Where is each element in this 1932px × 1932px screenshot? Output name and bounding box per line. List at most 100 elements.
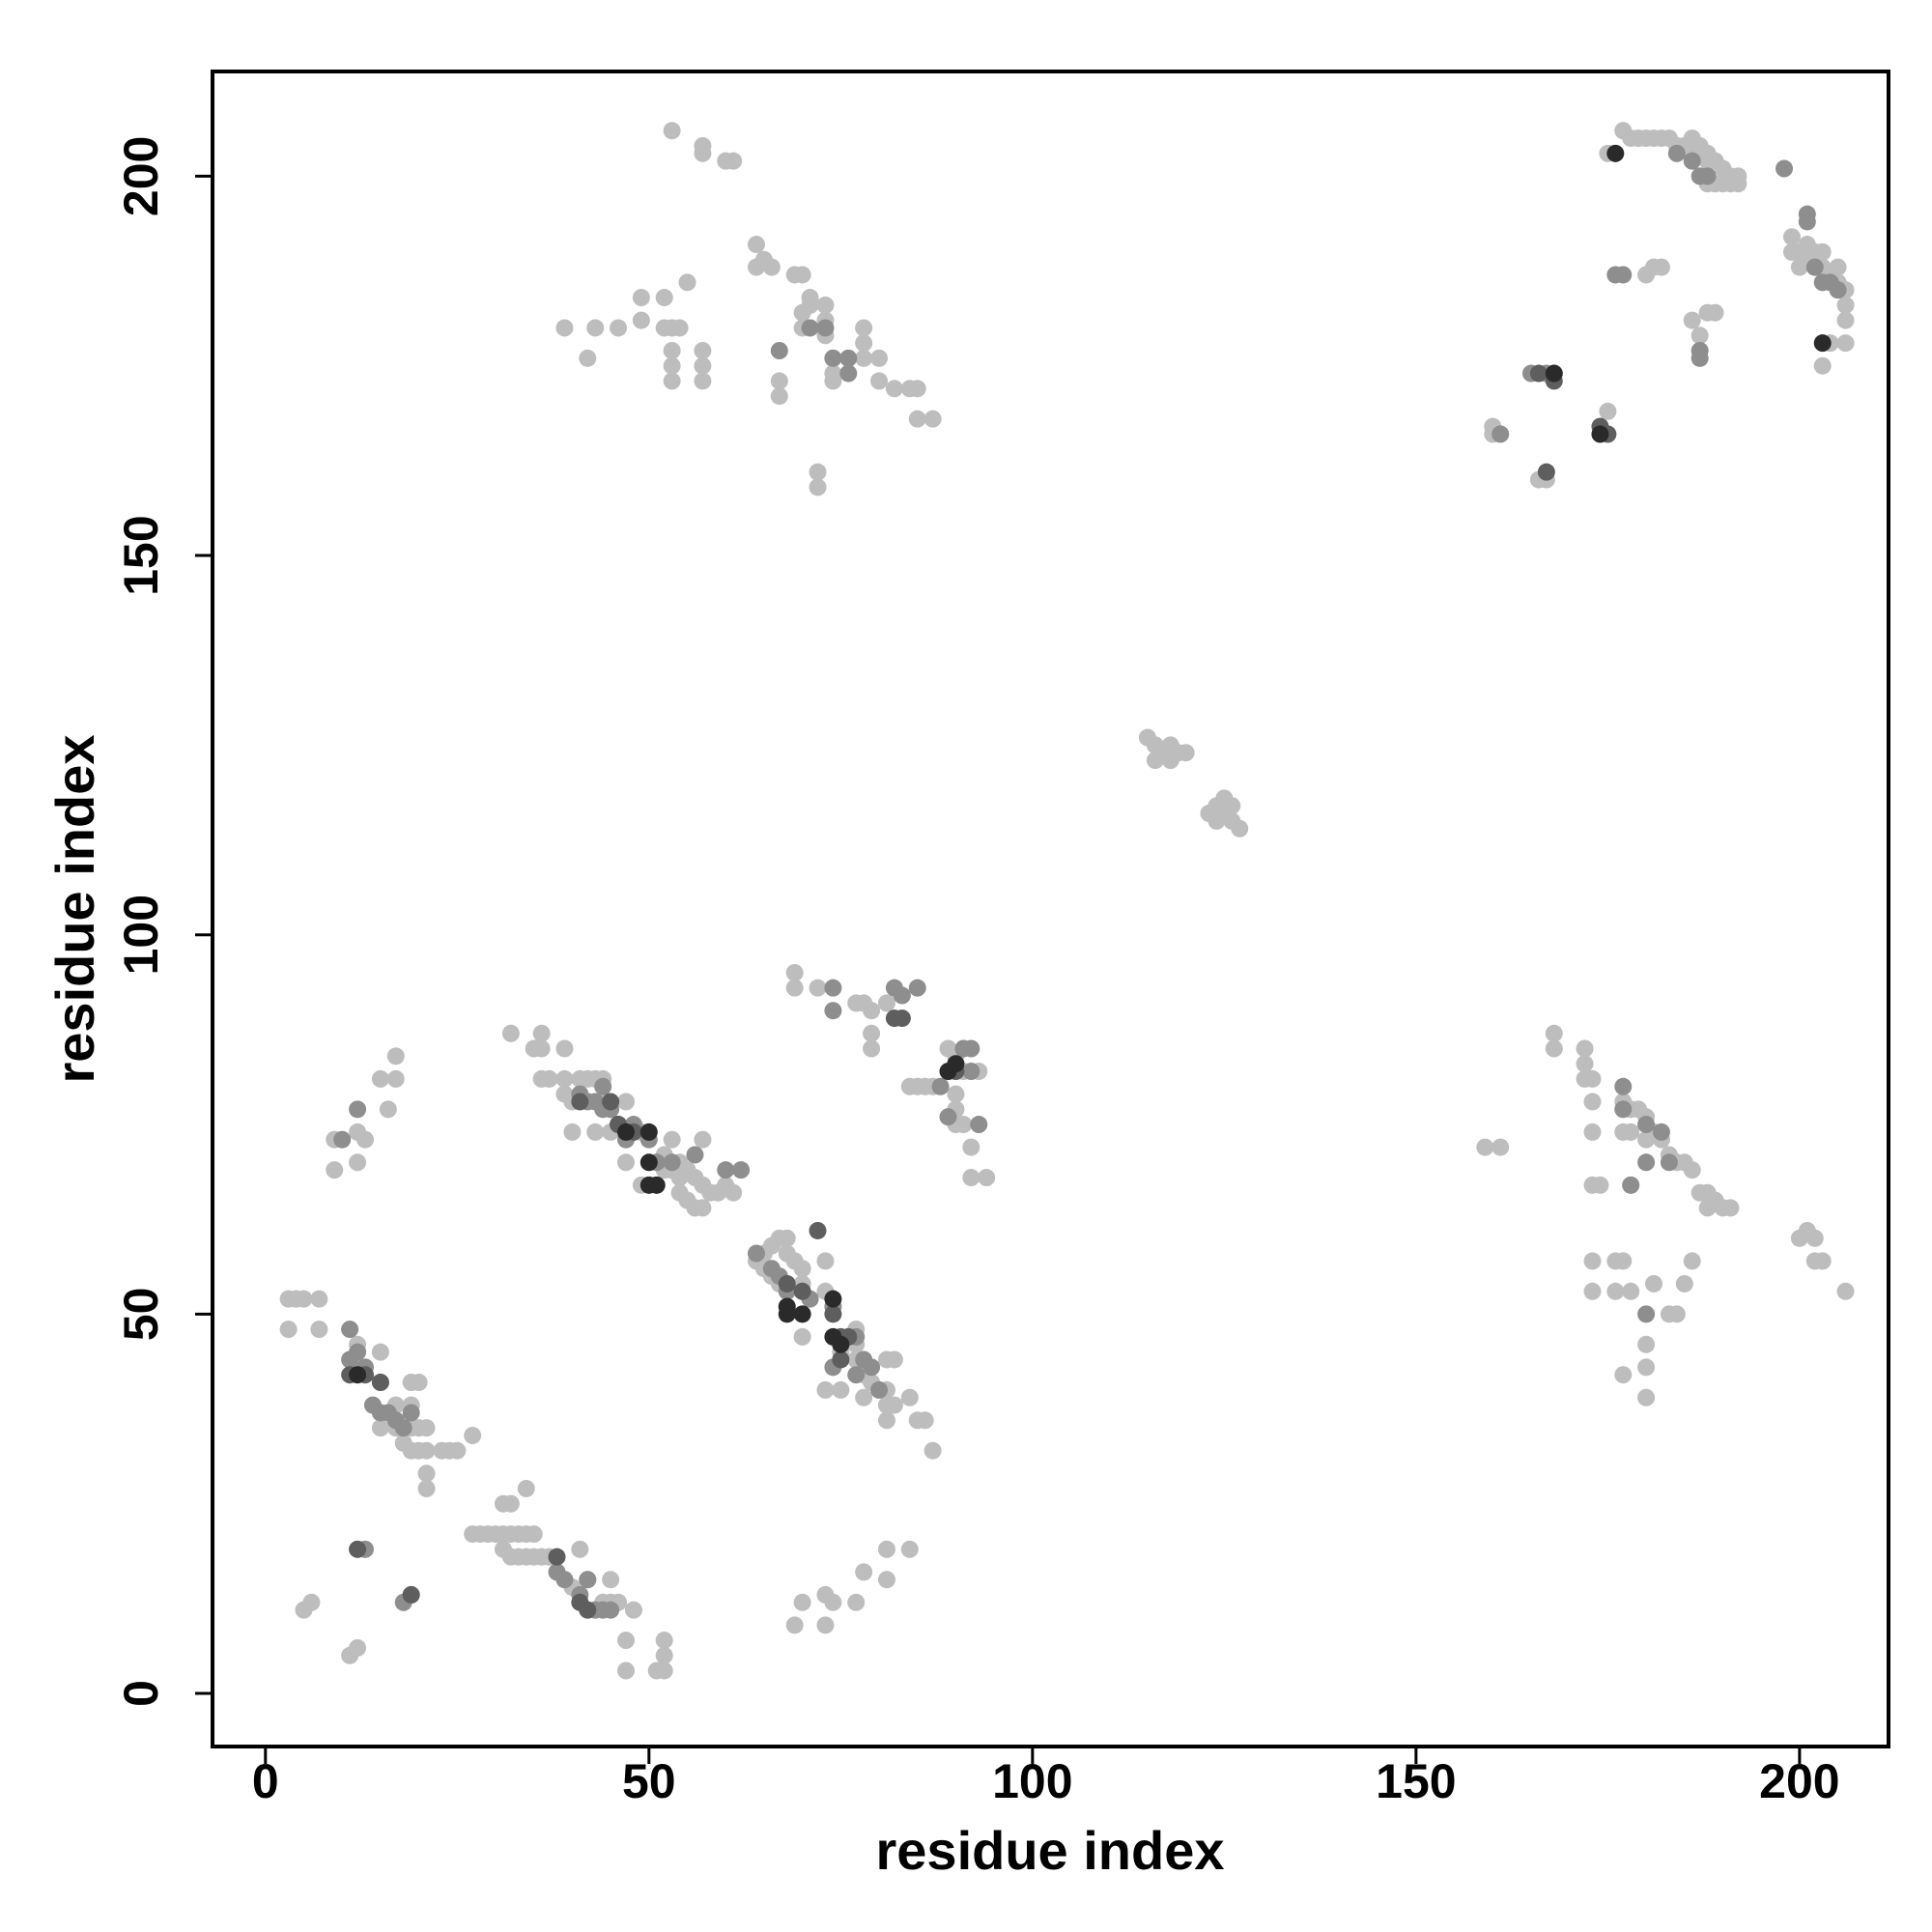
- point: [1614, 1100, 1633, 1119]
- point: [954, 1116, 973, 1134]
- point: [402, 1404, 420, 1422]
- point: [694, 342, 712, 359]
- point: [1836, 296, 1855, 314]
- point: [1614, 1252, 1633, 1270]
- point: [832, 1380, 850, 1399]
- point: [947, 1085, 965, 1103]
- point: [916, 1411, 934, 1430]
- point: [1231, 819, 1249, 838]
- y-tick-label: 50: [114, 1288, 168, 1342]
- point: [724, 152, 743, 170]
- point: [655, 1662, 673, 1680]
- point: [386, 1047, 405, 1065]
- point: [694, 372, 712, 390]
- point: [517, 1479, 535, 1497]
- point: [1667, 144, 1686, 162]
- point: [809, 979, 827, 997]
- point: [525, 1525, 543, 1544]
- point: [978, 1169, 996, 1187]
- point: [1637, 1305, 1656, 1323]
- point: [816, 296, 835, 314]
- point: [1829, 281, 1847, 299]
- point: [877, 994, 895, 1012]
- point: [349, 1638, 367, 1657]
- point: [602, 1571, 620, 1589]
- point: [1813, 334, 1832, 353]
- point: [686, 1146, 704, 1164]
- point: [1776, 159, 1794, 178]
- point: [349, 1100, 367, 1119]
- point: [778, 1229, 796, 1247]
- point: [1637, 1358, 1656, 1377]
- point: [1782, 228, 1801, 246]
- y-tick-label: 100: [114, 895, 168, 975]
- point: [555, 1571, 574, 1589]
- point: [1599, 402, 1617, 420]
- point: [1729, 175, 1747, 193]
- point: [1637, 1335, 1656, 1353]
- point: [532, 1024, 551, 1042]
- point: [555, 319, 574, 337]
- point: [349, 1343, 367, 1361]
- point: [655, 1646, 673, 1664]
- point: [349, 1366, 367, 1384]
- plot-frame: [211, 70, 1890, 1748]
- point: [1545, 364, 1563, 383]
- point: [1805, 1229, 1824, 1247]
- point: [923, 410, 942, 428]
- point: [863, 1024, 881, 1042]
- point: [532, 1039, 551, 1058]
- point: [824, 1002, 842, 1020]
- point: [341, 1321, 359, 1339]
- point: [762, 258, 781, 276]
- points: [279, 122, 1855, 1680]
- point: [1637, 1153, 1656, 1172]
- point: [1583, 1282, 1602, 1300]
- point: [1583, 1122, 1602, 1141]
- point: [908, 410, 926, 428]
- point: [1683, 1252, 1701, 1270]
- point: [610, 319, 628, 337]
- point: [501, 1494, 520, 1513]
- point: [1177, 744, 1195, 762]
- point: [1683, 152, 1701, 170]
- point: [839, 349, 858, 367]
- point: [931, 1077, 950, 1095]
- point: [663, 342, 681, 359]
- point: [1637, 1116, 1656, 1134]
- point: [616, 1153, 635, 1172]
- point: [1614, 266, 1633, 284]
- point: [371, 1419, 389, 1437]
- point: [548, 1548, 566, 1566]
- point: [663, 372, 681, 390]
- point: [824, 372, 842, 390]
- point: [586, 319, 605, 337]
- point: [900, 1388, 919, 1406]
- point: [1614, 1366, 1633, 1384]
- point: [1813, 242, 1832, 261]
- point: [586, 1122, 605, 1141]
- point: [464, 1427, 482, 1445]
- point: [863, 1358, 881, 1377]
- point: [616, 1632, 635, 1650]
- x-axis-title: residue index: [875, 1820, 1224, 1881]
- point: [655, 1632, 673, 1650]
- point: [694, 1199, 712, 1217]
- point: [816, 1380, 835, 1399]
- point: [900, 1540, 919, 1558]
- x-tick-label: 200: [1759, 1754, 1839, 1808]
- point: [1683, 311, 1701, 329]
- point: [962, 1039, 980, 1058]
- point: [647, 1176, 666, 1194]
- point: [501, 1024, 520, 1042]
- point: [579, 1601, 597, 1619]
- point: [816, 1616, 835, 1634]
- point: [962, 1063, 980, 1081]
- point: [571, 1093, 589, 1111]
- point: [824, 979, 842, 997]
- point: [563, 1122, 582, 1141]
- point: [1782, 242, 1801, 261]
- point: [333, 1130, 352, 1149]
- point: [724, 1183, 743, 1202]
- point: [694, 1130, 712, 1149]
